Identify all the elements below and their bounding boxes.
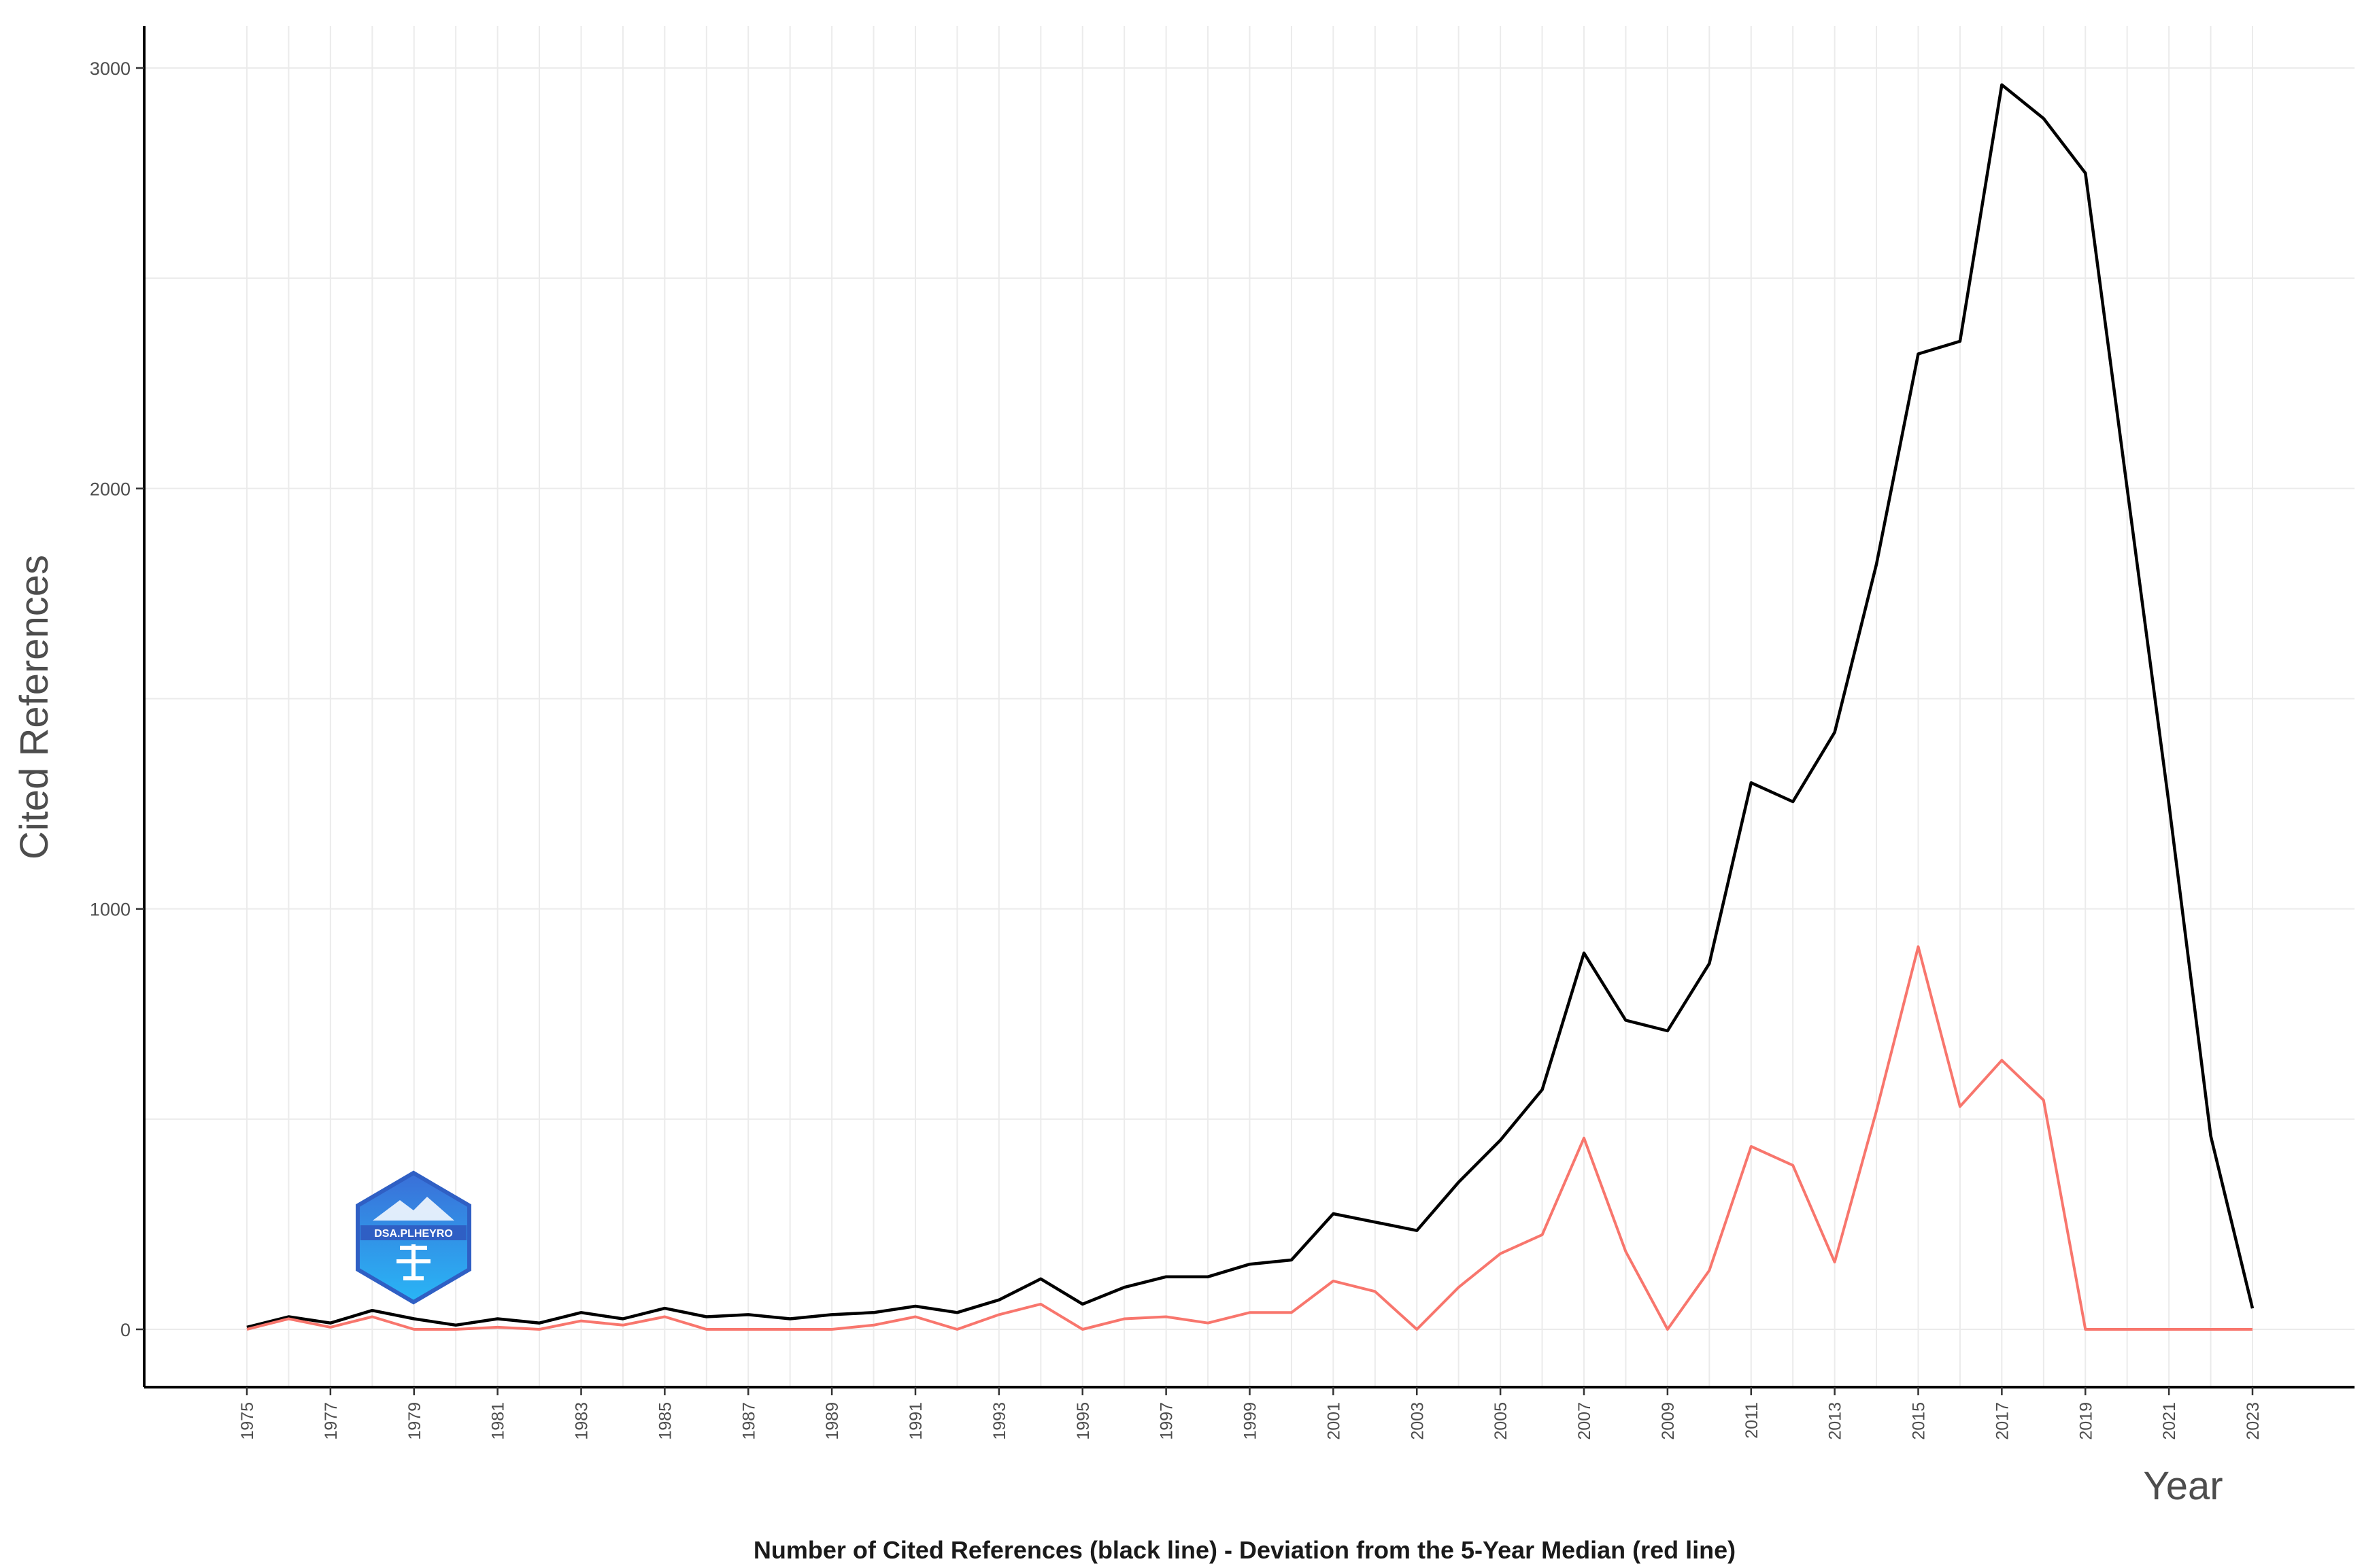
- x-tick-label: 1989: [823, 1402, 842, 1440]
- series-line-2: [246, 945, 2253, 1331]
- y-tick-labels: 0 1000 2000 3000: [90, 58, 144, 1340]
- x-tick-label: 2015: [1910, 1402, 1929, 1440]
- x-tick-label: 1975: [238, 1402, 257, 1440]
- series-line-1: [246, 83, 2255, 1329]
- chart-caption: Number of Cited References (black line) …: [754, 1536, 1736, 1564]
- x-tick-label: 2017: [1993, 1402, 2012, 1440]
- x-tick-label: 2001: [1324, 1402, 1343, 1440]
- x-tick-label: 1979: [405, 1402, 424, 1440]
- x-tick-label: 1995: [1074, 1402, 1093, 1440]
- logo-text: DSA.PLHEYRO: [374, 1228, 453, 1240]
- y-axis-title: Cited References: [12, 555, 56, 859]
- logo-badge: DSA.PLHEYRO: [356, 1170, 471, 1305]
- x-tick-label: 1983: [573, 1402, 592, 1440]
- series-lines: [246, 83, 2255, 1331]
- x-tick-label: 1987: [739, 1402, 758, 1440]
- x-tick-label: 2011: [1742, 1402, 1761, 1439]
- x-tick-label: 1977: [322, 1402, 341, 1440]
- x-tick-label: 2005: [1491, 1402, 1511, 1440]
- x-tick-label: 1999: [1241, 1402, 1260, 1440]
- x-tick-label: 2021: [2160, 1402, 2179, 1440]
- y-tick-label: 2000: [90, 479, 131, 499]
- x-tick-label: 1991: [907, 1402, 926, 1440]
- x-tick-label: 2003: [1408, 1402, 1427, 1440]
- x-tick-label: 1985: [656, 1402, 675, 1440]
- logo-banner: [360, 1225, 467, 1240]
- logo-figure-icon: [397, 1244, 431, 1280]
- x-tick-label: 2019: [2076, 1402, 2095, 1440]
- x-axis-title: Year: [2143, 1464, 2223, 1508]
- x-tick-label: 1993: [990, 1402, 1009, 1440]
- x-tick-label: 1997: [1158, 1402, 1177, 1440]
- x-tick-labels: 1975 1977 1979 1981 1983 1985 1987 1989 1991 1993…: [238, 1387, 2263, 1440]
- y-tick-label: 3000: [90, 58, 131, 79]
- x-tick-label: 2013: [1826, 1402, 1845, 1440]
- x-tick-label: 1981: [489, 1402, 508, 1440]
- x-tick-label: 2007: [1575, 1402, 1594, 1440]
- grid-lines: [144, 26, 2355, 1387]
- y-tick-label: 0: [120, 1320, 131, 1340]
- x-tick-label: 2009: [1659, 1402, 1678, 1440]
- y-tick-label: 1000: [90, 900, 131, 920]
- x-tick-label: 2023: [2244, 1402, 2263, 1440]
- logo-mountain-icon: [373, 1197, 454, 1221]
